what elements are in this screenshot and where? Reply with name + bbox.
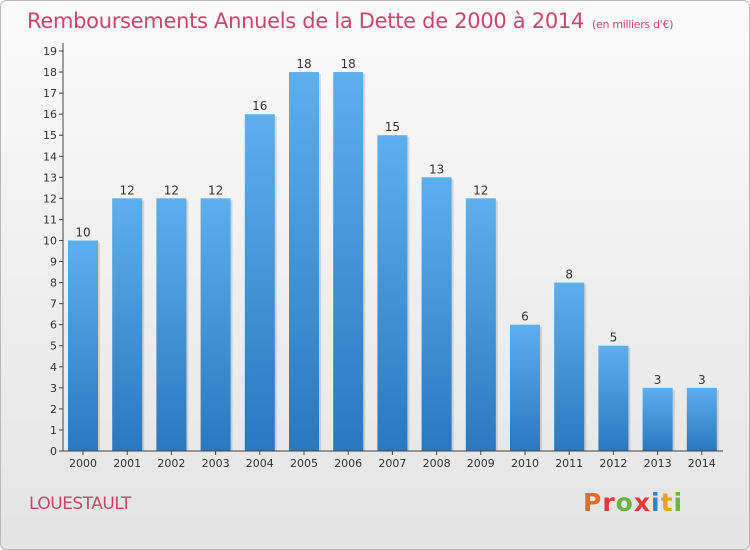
bars <box>68 72 719 452</box>
bar <box>333 72 364 451</box>
bar-value-label: 12 <box>164 183 179 197</box>
y-tick-label: 11 <box>43 213 57 226</box>
y-tick-label: 9 <box>50 256 57 269</box>
y-tick-label: 19 <box>43 45 57 58</box>
bar <box>554 282 585 451</box>
logo-letter: o <box>615 488 634 517</box>
bar <box>244 114 275 451</box>
x-tick-label: 2005 <box>290 457 318 470</box>
logo-letter: r <box>602 488 616 517</box>
chart-title: Remboursements Annuels de la Dette de 20… <box>27 9 673 33</box>
x-tick-label: 2006 <box>334 457 362 470</box>
y-tick-label: 10 <box>43 234 57 247</box>
y-tick-label: 17 <box>43 87 57 100</box>
logo-letter: t <box>660 488 674 517</box>
x-tick-label: 2000 <box>69 457 97 470</box>
bar-value-label: 5 <box>610 331 618 345</box>
location-name: LOUESTAULT <box>29 494 131 514</box>
bar-value-label: 8 <box>565 268 573 282</box>
bar-value-label: 10 <box>75 225 90 239</box>
bar-value-label: 18 <box>296 57 311 71</box>
y-tick-label: 18 <box>43 66 57 79</box>
proxiti-logo: Proxiti <box>583 488 683 517</box>
x-tick-label: 2010 <box>511 457 539 470</box>
bar <box>465 198 496 451</box>
chart-subtitle: (en milliers d'€) <box>592 18 674 31</box>
logo-letter: i <box>673 488 684 517</box>
y-tick-label: 3 <box>50 382 57 395</box>
y-tick-label: 4 <box>50 361 57 374</box>
y-tick-label: 14 <box>43 150 57 163</box>
value-labels: 10 12 12 12 16 18 18 15 13 12 6 8 5 3 3 <box>75 57 705 387</box>
bar-value-label: 3 <box>698 373 706 387</box>
bar-value-label: 12 <box>473 183 488 197</box>
bar <box>686 387 717 451</box>
y-tick-label: 15 <box>43 129 57 142</box>
bar <box>68 240 98 451</box>
bar <box>112 198 143 451</box>
logo-letter: P <box>583 488 603 517</box>
y-tick-label: 6 <box>50 319 57 332</box>
y-tick-label: 16 <box>43 108 57 121</box>
y-tick-label: 12 <box>43 192 57 205</box>
x-tick-label: 2008 <box>423 457 451 470</box>
x-tick-label: 2009 <box>467 457 495 470</box>
bar-value-label: 15 <box>385 120 400 134</box>
y-tick-label: 5 <box>50 340 57 353</box>
bar-value-label: 12 <box>120 183 135 197</box>
logo-letter: i <box>651 488 661 517</box>
y-tick-label: 13 <box>43 171 57 184</box>
bar-value-label: 18 <box>341 57 356 71</box>
x-tick-label: 2012 <box>599 457 627 470</box>
y-tick-label: 0 <box>50 445 57 458</box>
y-tick-label: 1 <box>50 424 57 437</box>
x-tick-label: 2014 <box>688 457 716 470</box>
bar <box>421 177 452 451</box>
bar <box>200 198 231 451</box>
x-tick-label: 2002 <box>157 457 185 470</box>
bar-value-label: 13 <box>429 162 444 176</box>
y-tick-label: 2 <box>50 403 57 416</box>
y-tick-label: 8 <box>50 277 57 290</box>
chart-title-text: Remboursements Annuels de la Dette de 20… <box>27 9 584 33</box>
bar-value-label: 6 <box>521 310 529 324</box>
x-tick-label: 2013 <box>644 457 672 470</box>
bar <box>642 387 673 451</box>
bar-value-label: 16 <box>252 99 267 113</box>
y-tick-label: 7 <box>50 298 57 311</box>
x-tick-label: 2007 <box>378 457 406 470</box>
x-tick-label: 2011 <box>555 457 583 470</box>
x-axis: 2000 2001 2002 2003 2004 2005 2006 2007 2008 2009… <box>63 450 723 470</box>
bar <box>510 324 540 451</box>
bar <box>289 72 319 451</box>
bar-value-label: 3 <box>654 373 662 387</box>
bar <box>156 198 187 451</box>
bar <box>377 135 408 452</box>
x-tick-label: 2003 <box>202 457 230 470</box>
bar-value-label: 12 <box>208 183 223 197</box>
logo-letter: x <box>633 488 651 517</box>
x-tick-label: 2001 <box>113 457 141 470</box>
x-tick-label: 2004 <box>246 457 274 470</box>
bar <box>598 345 629 451</box>
